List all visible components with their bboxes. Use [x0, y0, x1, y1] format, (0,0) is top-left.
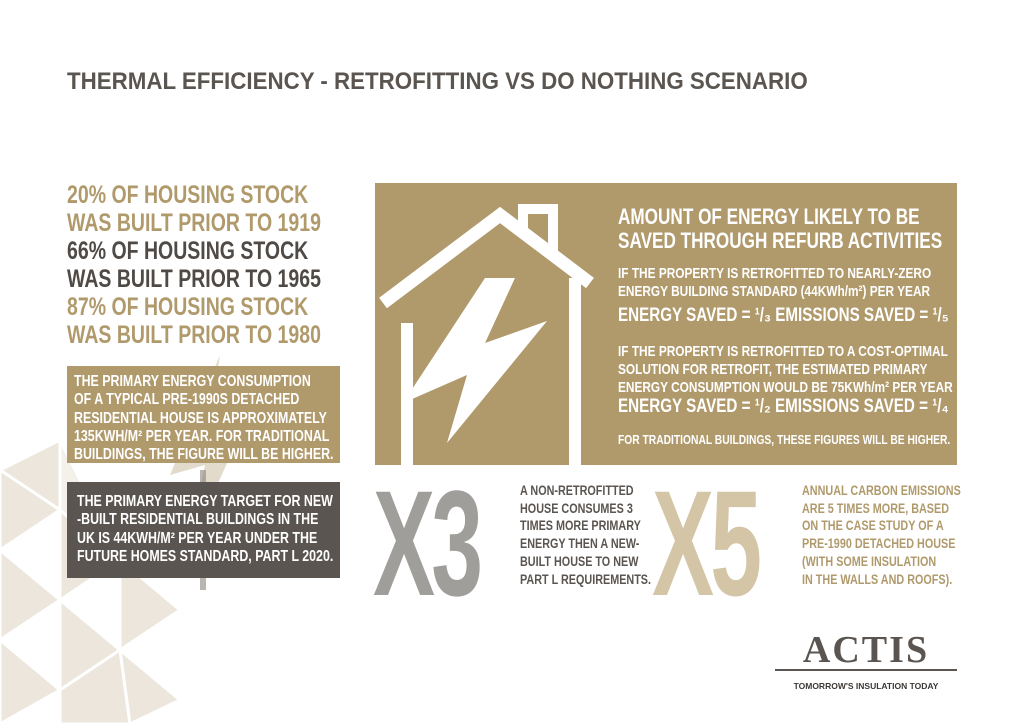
x5-text: ANNUAL CARBON EMISSIONS ARE 5 TIMES MORE,… [802, 483, 961, 587]
scenario-1: IF THE PROPERTY IS RETROFITTED TO NEARLY… [618, 265, 932, 300]
page-title: THERMAL EFFICIENCY - RETROFITTING VS DO … [67, 68, 808, 95]
result-2: ENERGY SAVED = ¹/₂ EMISSIONS SAVED = ¹/₄ [618, 396, 949, 417]
result-1: ENERGY SAVED = ¹/₃ EMISSIONS SAVED = ¹/₅ [618, 305, 949, 326]
house-lightning-icon [379, 204, 594, 465]
stat-1965: 66% OF HOUSING STOCK WAS BUILT PRIOR TO 1… [67, 237, 321, 293]
x3-figure: X3 [373, 459, 483, 627]
savings-title: AMOUNT OF ENERGY LIKELY TO BE SAVED THROU… [618, 204, 943, 253]
x5-figure: X5 [652, 459, 762, 627]
stat-1980: 87% OF HOUSING STOCK WAS BUILT PRIOR TO 1… [67, 293, 321, 349]
stat-1919: 20% OF HOUSING STOCK WAS BUILT PRIOR TO 1… [67, 181, 321, 237]
savings-note: FOR TRADITIONAL BUILDINGS, THESE FIGURES… [618, 432, 951, 447]
savings-panel: AMOUNT OF ENERGY LIKELY TO BE SAVED THROU… [375, 183, 957, 465]
scenario-2: IF THE PROPERTY IS RETROFITTED TO A COST… [618, 343, 953, 396]
actis-logo: ACTIS TOMORROW'S INSULATION TODAY [775, 631, 957, 691]
x3-text: A NON-RETROFITTED HOUSE CONSUMES 3 TIMES M… [520, 483, 652, 587]
target-box: THE PRIMARY ENERGY TARGET FOR NEW -BUILT … [67, 482, 340, 578]
consumption-box: THE PRIMARY ENERGY CONSUMPTION OF A TYPIC… [67, 366, 340, 463]
